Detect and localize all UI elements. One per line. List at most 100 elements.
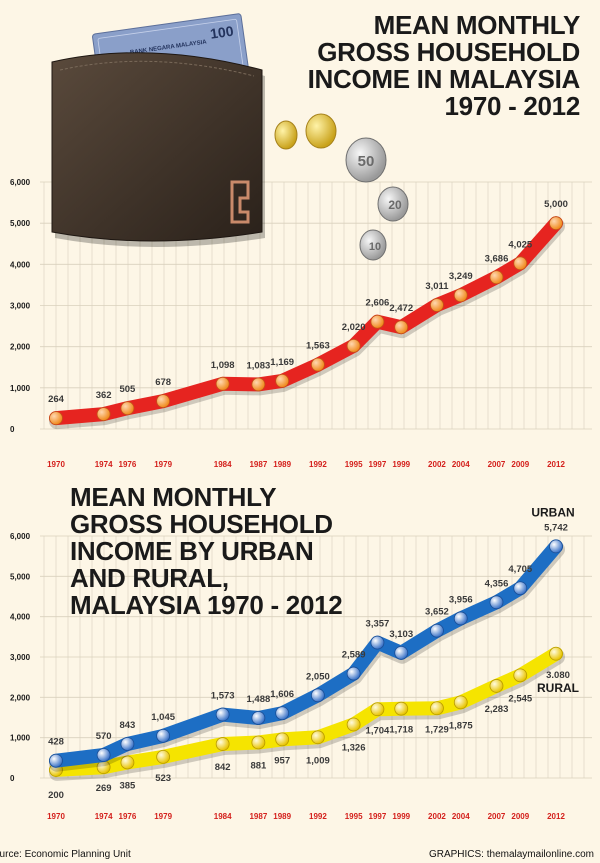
top-xtick-label: 1999: [392, 460, 410, 469]
bottom-rural-point: [489, 679, 504, 693]
top-xtick-label: 1974: [95, 460, 113, 469]
bottom-xtick-label: 1984: [214, 812, 232, 821]
top-total-point: [96, 407, 111, 421]
bottom-ytick-label: 3,000: [10, 653, 31, 662]
bottom-ytick-label: 5,000: [10, 572, 31, 581]
bottom-rural-point: [215, 737, 230, 751]
top-total-point: [120, 401, 135, 416]
top-total-point: [394, 320, 409, 335]
bottom-urban-data-label: 570: [96, 731, 112, 742]
bottom-xtick-label: 1992: [309, 812, 327, 821]
wallet-stitch: [59, 60, 255, 77]
gold-coin-small: [274, 120, 298, 150]
wallet-body: [51, 52, 263, 242]
bottom-ytick-label: 6,000: [10, 532, 31, 541]
top-xtick-label: 1987: [249, 460, 267, 469]
bottom-rural-point: [346, 717, 361, 732]
top-total-point: [215, 376, 230, 391]
wallet-clasp: [230, 180, 250, 224]
bottom-urban-data-label: 4,705: [508, 564, 532, 575]
bottom-rural-data-label: 1,704: [366, 725, 390, 736]
bottom-xtick-label: 2009: [511, 812, 529, 821]
bottom-rural-point: [120, 755, 135, 770]
bottom-rural-data-label: 957: [274, 755, 290, 766]
top-xtick-label: 1984: [214, 460, 232, 469]
bottom-urban-data-label: 3,956: [449, 594, 473, 605]
top-ytick-label: 0: [10, 425, 15, 434]
top-xtick-label: 2004: [452, 460, 470, 469]
bottom-rural-data-label: 385: [119, 780, 136, 791]
top-total-data-label: 5,000: [544, 199, 568, 210]
top-total-data-label: 3,011: [425, 281, 449, 292]
bottom-xtick-label: 2012: [547, 812, 565, 821]
top-ytick-label: 6,000: [10, 178, 31, 187]
top-xtick-label: 1979: [154, 460, 172, 469]
bottom-xtick-label: 1974: [95, 812, 113, 821]
bottom-urban-point: [49, 753, 63, 768]
bottom-rural-data-label: 2,545: [508, 693, 532, 704]
bottom-ytick-label: 0: [10, 774, 15, 783]
bottom-urban-point: [346, 666, 361, 681]
top-xtick-label: 1997: [369, 460, 387, 469]
top-ytick-label: 3,000: [10, 302, 31, 311]
bottom-xtick-label: 1979: [154, 812, 172, 821]
bottom-rural-data-label: 1,718: [389, 725, 413, 736]
bottom-urban-data-label: 1,045: [151, 712, 175, 723]
bottom-urban-data-label: 5,742: [544, 522, 568, 533]
bottom-urban-data-label: 1,488: [246, 694, 270, 705]
top-xtick-label: 2002: [428, 460, 446, 469]
top-total-data-label: 2,606: [366, 298, 390, 309]
bottom-urban-point: [430, 623, 444, 638]
bottom-urban-point: [156, 728, 171, 743]
top-ytick-label: 1,000: [10, 384, 31, 393]
top-total-point: [549, 216, 563, 231]
bottom-rural-point: [513, 668, 528, 683]
top-total-data-label: 505: [119, 384, 136, 395]
top-total-point: [49, 411, 63, 426]
bottom-urban-point: [215, 707, 230, 722]
bottom-urban-point: [120, 737, 135, 751]
bottom-xtick-label: 1999: [392, 812, 410, 821]
top-ytick-label: 5,000: [10, 219, 31, 228]
bottom-urban-point: [453, 611, 468, 626]
urban-series-label: URBAN: [531, 505, 574, 519]
coin-20-label: 20: [388, 198, 402, 212]
top-total-point: [430, 298, 444, 312]
top-total-data-label: 3,686: [485, 253, 509, 264]
top-total-point: [513, 256, 528, 271]
bottom-rural-point: [549, 646, 563, 661]
bottom-urban-data-label: 2,589: [342, 650, 366, 661]
top-total-data-label: 1,083: [246, 360, 270, 371]
bottom-ytick-label: 1,000: [10, 734, 31, 743]
top-total-point: [489, 270, 504, 285]
bottom-urban-data-label: 1,606: [270, 689, 294, 700]
banknote-value: 100: [209, 23, 235, 42]
top-xtick-label: 1992: [309, 460, 327, 469]
bottom-xtick-label: 1989: [273, 812, 291, 821]
bottom-rural-point: [251, 735, 266, 750]
bottom-xtick-label: 2002: [428, 812, 446, 821]
top-xtick-label: 1976: [119, 460, 137, 469]
bottom-rural-data-label: 200: [48, 790, 64, 801]
bottom-rural-point: [453, 695, 468, 710]
bottom-xtick-label: 2004: [452, 812, 470, 821]
bottom-rural-data-label: 881: [250, 760, 267, 771]
bottom-rural-point: [370, 702, 385, 717]
top-total-data-label: 264: [48, 394, 65, 405]
bottom-urban-point: [96, 748, 111, 762]
bottom-rural-data-label: 1,729: [425, 724, 449, 735]
bottom-xtick-label: 1995: [345, 812, 363, 821]
bottom-xtick-label: 1976: [119, 812, 137, 821]
coins: 50 20 10: [274, 113, 409, 261]
bottom-rural-line: [49, 646, 563, 777]
top-total-data-label: 2,472: [389, 303, 413, 314]
top-xtick-label: 2007: [488, 460, 506, 469]
top-total-data-label: 362: [96, 390, 112, 401]
top-total-data-label: 678: [155, 377, 171, 388]
bottom-rural-data-label: 2,283: [485, 704, 509, 715]
bottom-urban-point: [489, 595, 504, 610]
top-chart-title: MEAN MONTHLY GROSS HOUSEHOLD INCOME IN M…: [307, 10, 581, 121]
